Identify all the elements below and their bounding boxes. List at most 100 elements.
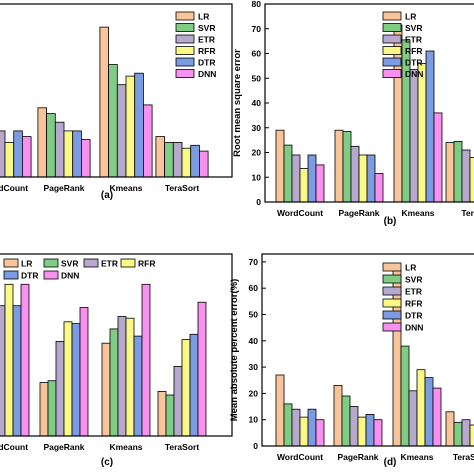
legend-label-etr: ETR [405,287,422,297]
legend-label-lr: LR [405,12,416,22]
legend-label-lr: LR [198,12,209,22]
bar-etr-pagerank [350,145,360,203]
bar-dnn-pagerank [374,173,384,203]
category-label: WordCount [277,208,323,218]
bar-rfr-kmeans [416,369,426,447]
bar-svr-pagerank [342,131,352,203]
legend-swatch-dtr [382,57,402,67]
bar-lr-pagerank [37,107,48,178]
legend-label-svr: SVR [405,23,422,33]
bar-rfr-wordcount [4,283,14,437]
legend-label-dtr: DTR [405,58,422,68]
bar-lr-pagerank [333,385,343,447]
category-label: Kmeans [109,442,142,452]
bar-lr-pagerank [39,382,49,437]
legend-swatch-rfr [382,298,402,308]
bar-etr-terasort [461,149,471,203]
bar-dtr-pagerank [72,130,82,178]
legend-label-rfr: RFR [405,299,422,309]
bar-rfr-wordcount [299,416,309,447]
legend-swatch-etr [83,258,99,268]
legend-label-rfr: RFR [138,259,155,269]
bar-svr-pagerank [46,113,56,178]
bar-rfr-kmeans [417,63,427,203]
category-label: Kmeans [401,208,434,218]
bar-dnn-wordcount [21,136,32,178]
legend-swatch-lr [382,262,402,272]
legend-label-dtr: DTR [21,271,38,281]
legend-swatch-svr [382,274,402,284]
bar-svr-kmeans [109,328,119,437]
bar-etr-wordcount [0,305,6,437]
category-label: Tera [461,208,474,218]
legend-label-dnn: DNN [405,69,423,79]
bar-dtr-wordcount [13,130,23,178]
bar-dtr-terasort [190,144,200,178]
y-axis-title: Root mean square error [232,49,243,157]
legend-label-etr: ETR [101,259,118,269]
legend-label-svr: SVR [61,259,78,269]
y-tick-label: 0 [253,441,258,451]
bar-etr-kmeans [116,84,127,178]
bar-rfr-wordcount [299,168,309,203]
legend-swatch-dtr [3,270,19,280]
legend-swatch-svr [175,23,195,32]
bar-lr-wordcount [275,374,285,447]
legend-swatch-rfr [175,46,195,55]
legend-label-svr: SVR [198,23,215,33]
legend-label-svr: SVR [405,275,422,285]
bar-lr-terasort [157,390,167,437]
bar-etr-wordcount [291,408,301,447]
y-tick-label: 70 [249,257,259,267]
panel-label: (c) [101,457,113,468]
bar-dnn-kmeans [142,104,153,178]
y-axis-title: Mean absolute percent error(%) [229,279,240,422]
category-label: WordCount [277,452,323,462]
legend-label-dnn: DNN [198,69,216,79]
bar-etr-terasort [173,365,183,437]
bar-rfr-kmeans [125,75,136,178]
legend-swatch-lr [382,11,402,21]
y-tick-label: 50 [252,73,262,83]
bar-svr-wordcount [283,144,293,203]
legend-swatch-rfr [120,258,136,268]
bar-svr-pagerank [47,380,57,437]
bar-dnn-wordcount [315,419,325,447]
bar-lr-kmeans [101,342,111,437]
category-label: PageRank [337,452,378,462]
legend-swatch-dnn [382,69,402,78]
bar-dtr-pagerank [71,323,81,437]
legend-swatch-etr [175,34,195,44]
bar-rfr-kmeans [125,317,135,437]
bar-dtr-pagerank [366,154,376,203]
category-label: Kmeans [109,183,142,193]
bar-etr-kmeans [408,390,418,447]
category-label: PageRank [43,183,84,193]
bar-svr-terasort [164,141,174,178]
bar-rfr-terasort [181,147,192,178]
plot-frame [0,3,233,178]
legend-swatch-dtr [382,310,402,320]
category-label: TeraSort [453,452,474,462]
bar-dnn-kmeans [433,112,443,203]
legend-swatch-rfr [382,46,402,55]
legend-swatch-dnn [43,270,59,280]
panel-label: (a) [101,190,113,201]
bar-dnn-pagerank [373,419,383,447]
y-tick-label: 70 [252,24,262,34]
bar-dtr-kmeans [134,72,144,178]
bar-dnn-pagerank [79,307,89,437]
bar-svr-pagerank [341,395,351,447]
bar-dnn-kmeans [432,387,442,447]
y-tick-label: 40 [249,336,259,346]
y-tick-label: 30 [249,362,259,372]
bar-svr-kmeans [400,345,410,447]
bar-lr-terasort [155,136,165,178]
y-tick-label: 60 [252,49,262,59]
bar-lr-terasort [445,411,455,447]
bar-lr-terasort [445,142,455,203]
bar-rfr-terasort [469,424,474,447]
bar-rfr-pagerank [357,416,367,447]
